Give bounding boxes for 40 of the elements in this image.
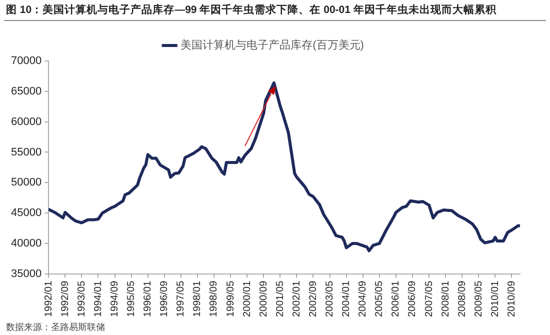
x-tick-label: 2008/09 bbox=[456, 280, 468, 318]
y-tick-label: 35000 bbox=[10, 268, 42, 280]
x-tick-label: 2004/01 bbox=[341, 280, 352, 318]
y-tick-label: 45000 bbox=[10, 207, 42, 220]
x-tick-label: 2000/09 bbox=[258, 280, 270, 318]
y-tick-label: 40000 bbox=[10, 237, 42, 250]
chart-title: 图 10：美国计算机与电子产品库存—99 年因千年虫需求下降、在 00-01 年因千年虫未出现而大幅累积 bbox=[6, 3, 496, 17]
y-tick-label: 70000 bbox=[10, 55, 42, 68]
y-tick-label: 50000 bbox=[10, 176, 42, 189]
legend-label: 美国计算机与电子产品库存(百万美元) bbox=[180, 38, 364, 52]
x-tick-label: 2010/01 bbox=[490, 280, 501, 318]
x-tick-label: 2006/09 bbox=[407, 280, 418, 318]
x-tick-label: 2003/05 bbox=[324, 280, 336, 318]
x-tick-label: 2002/09 bbox=[308, 280, 319, 318]
x-tick-label: 2008/01 bbox=[440, 280, 452, 318]
x-tick-label: 1995/05 bbox=[126, 280, 138, 318]
x-tick-label: 1994/01 bbox=[92, 280, 104, 318]
x-tick-label: 2004/09 bbox=[358, 280, 369, 318]
x-tick-label: 1999/05 bbox=[225, 280, 236, 318]
x-tick-label: 1996/01 bbox=[142, 280, 154, 318]
x-tick-label: 1998/01 bbox=[192, 280, 204, 318]
y-tick-label: 60000 bbox=[10, 116, 42, 128]
x-tick-label: 2002/01 bbox=[291, 280, 302, 318]
x-tick-label: 1996/09 bbox=[159, 280, 170, 318]
x-tick-label: 2006/01 bbox=[390, 280, 402, 318]
x-tick-label: 2007/05 bbox=[424, 280, 435, 318]
x-tick-label: 2009/05 bbox=[473, 280, 484, 318]
x-tick-label: 1998/09 bbox=[208, 280, 220, 318]
y-tick-label: 55000 bbox=[10, 146, 42, 158]
y-tick-label: 65000 bbox=[10, 85, 42, 98]
x-tick-label: 2010/09 bbox=[506, 280, 518, 318]
source-note: 数据来源：圣路易斯联储 bbox=[6, 321, 105, 334]
x-tick-label: 2001/05 bbox=[274, 280, 286, 318]
x-tick-label: 1997/05 bbox=[176, 280, 187, 318]
x-tick-label: 2000/01 bbox=[242, 280, 253, 318]
x-tick-label: 2005/05 bbox=[374, 280, 386, 318]
x-tick-label: 1993/05 bbox=[76, 280, 88, 318]
x-tick-label: 1992/09 bbox=[60, 280, 71, 318]
x-tick-label: 1992/01 bbox=[43, 280, 54, 318]
x-tick-label: 1994/09 bbox=[110, 280, 120, 318]
